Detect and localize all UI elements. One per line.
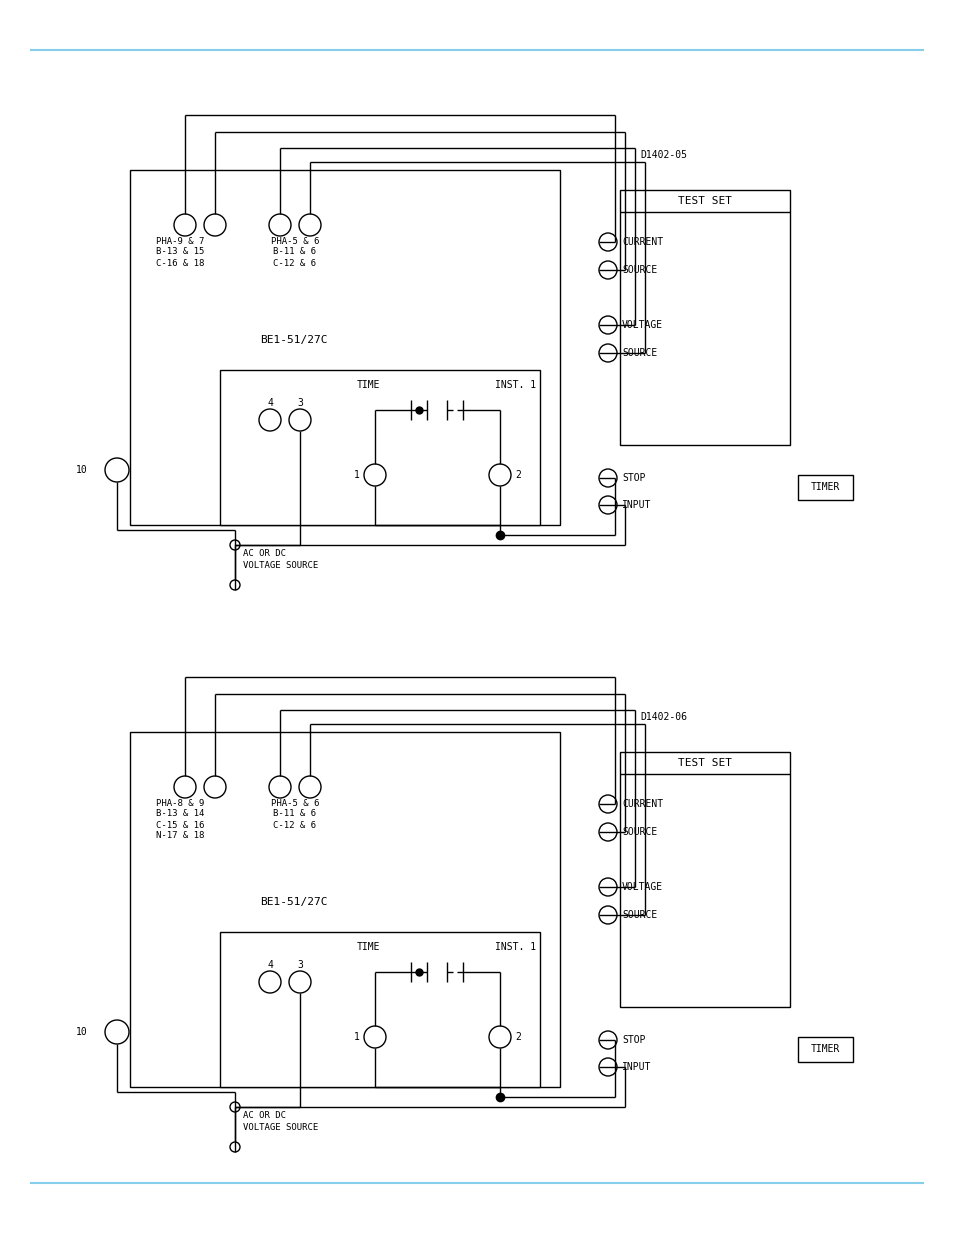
- Text: 1: 1: [354, 1032, 359, 1042]
- Text: TIME: TIME: [356, 942, 379, 952]
- Text: N-17 & 18: N-17 & 18: [155, 831, 204, 841]
- Text: SOURCE: SOURCE: [621, 910, 657, 920]
- Text: CURRENT: CURRENT: [621, 799, 662, 809]
- Circle shape: [173, 776, 195, 798]
- Circle shape: [598, 906, 617, 924]
- Circle shape: [489, 1026, 511, 1049]
- Text: PHA-5 & 6: PHA-5 & 6: [271, 799, 319, 808]
- Bar: [797, 1037, 852, 1062]
- Text: 10: 10: [76, 1028, 88, 1037]
- Text: C-16 & 18: C-16 & 18: [155, 258, 204, 268]
- Circle shape: [269, 776, 291, 798]
- Text: 4: 4: [267, 398, 273, 408]
- Text: B-11 & 6: B-11 & 6: [274, 247, 316, 257]
- Bar: [220, 370, 539, 525]
- Text: CURRENT: CURRENT: [621, 237, 662, 247]
- Text: VOLTAGE SOURCE: VOLTAGE SOURCE: [243, 561, 318, 569]
- Text: D1402-06: D1402-06: [639, 713, 686, 722]
- Text: 2: 2: [515, 1032, 520, 1042]
- Circle shape: [364, 1026, 386, 1049]
- Circle shape: [598, 496, 617, 514]
- Text: TEST SET: TEST SET: [678, 196, 731, 206]
- Circle shape: [289, 409, 311, 431]
- Circle shape: [598, 1058, 617, 1076]
- Circle shape: [269, 214, 291, 236]
- Circle shape: [173, 214, 195, 236]
- Circle shape: [598, 469, 617, 487]
- Text: SOURCE: SOURCE: [621, 266, 657, 275]
- Bar: [619, 190, 789, 445]
- Text: AC OR DC: AC OR DC: [243, 550, 286, 558]
- Bar: [619, 752, 789, 1007]
- Text: VOLTAGE SOURCE: VOLTAGE SOURCE: [243, 1123, 318, 1131]
- Text: SOURCE: SOURCE: [621, 827, 657, 837]
- Text: B-13 & 14: B-13 & 14: [155, 809, 204, 819]
- Text: 1: 1: [354, 471, 359, 480]
- Circle shape: [598, 878, 617, 897]
- Circle shape: [598, 823, 617, 841]
- Text: INST. 1: INST. 1: [495, 380, 536, 390]
- Circle shape: [258, 409, 281, 431]
- Text: B-11 & 6: B-11 & 6: [274, 809, 316, 819]
- Text: STOP: STOP: [621, 473, 645, 483]
- Circle shape: [298, 776, 320, 798]
- Bar: [130, 170, 559, 525]
- Circle shape: [204, 214, 226, 236]
- Text: C-12 & 6: C-12 & 6: [274, 820, 316, 830]
- Text: 4: 4: [267, 960, 273, 969]
- Text: BE1-51/27C: BE1-51/27C: [259, 897, 327, 906]
- Text: PHA-8 & 9: PHA-8 & 9: [155, 799, 204, 808]
- Circle shape: [598, 233, 617, 251]
- Circle shape: [230, 580, 240, 590]
- Circle shape: [364, 464, 386, 487]
- Text: INPUT: INPUT: [621, 500, 651, 510]
- Text: SOURCE: SOURCE: [621, 348, 657, 358]
- Text: D1402-05: D1402-05: [639, 149, 686, 161]
- Circle shape: [105, 1020, 129, 1044]
- Circle shape: [289, 971, 311, 993]
- Circle shape: [598, 316, 617, 333]
- Text: TIMER: TIMER: [810, 483, 840, 493]
- Text: B-13 & 15: B-13 & 15: [155, 247, 204, 257]
- Text: TIME: TIME: [356, 380, 379, 390]
- Text: PHA-9 & 7: PHA-9 & 7: [155, 236, 204, 246]
- Bar: [797, 475, 852, 500]
- Circle shape: [298, 214, 320, 236]
- Text: TIMER: TIMER: [810, 1045, 840, 1055]
- Text: 10: 10: [76, 466, 88, 475]
- Circle shape: [230, 540, 240, 550]
- Circle shape: [598, 795, 617, 813]
- Bar: [220, 932, 539, 1087]
- Bar: [130, 732, 559, 1087]
- Circle shape: [105, 458, 129, 482]
- Circle shape: [598, 345, 617, 362]
- Text: C-15 & 16: C-15 & 16: [155, 820, 204, 830]
- Text: INPUT: INPUT: [621, 1062, 651, 1072]
- Text: AC OR DC: AC OR DC: [243, 1112, 286, 1120]
- Text: 3: 3: [296, 398, 303, 408]
- Circle shape: [230, 1102, 240, 1112]
- Circle shape: [598, 1031, 617, 1049]
- Text: 3: 3: [296, 960, 303, 969]
- Circle shape: [489, 464, 511, 487]
- Text: INST. 1: INST. 1: [495, 942, 536, 952]
- Circle shape: [204, 776, 226, 798]
- Text: VOLTAGE: VOLTAGE: [621, 882, 662, 892]
- Text: TEST SET: TEST SET: [678, 758, 731, 768]
- Text: C-12 & 6: C-12 & 6: [274, 258, 316, 268]
- Text: 2: 2: [515, 471, 520, 480]
- Circle shape: [258, 971, 281, 993]
- Text: VOLTAGE: VOLTAGE: [621, 320, 662, 330]
- Circle shape: [230, 1142, 240, 1152]
- Text: BE1-51/27C: BE1-51/27C: [259, 335, 327, 345]
- Text: PHA-5 & 6: PHA-5 & 6: [271, 236, 319, 246]
- Circle shape: [598, 261, 617, 279]
- Text: STOP: STOP: [621, 1035, 645, 1045]
